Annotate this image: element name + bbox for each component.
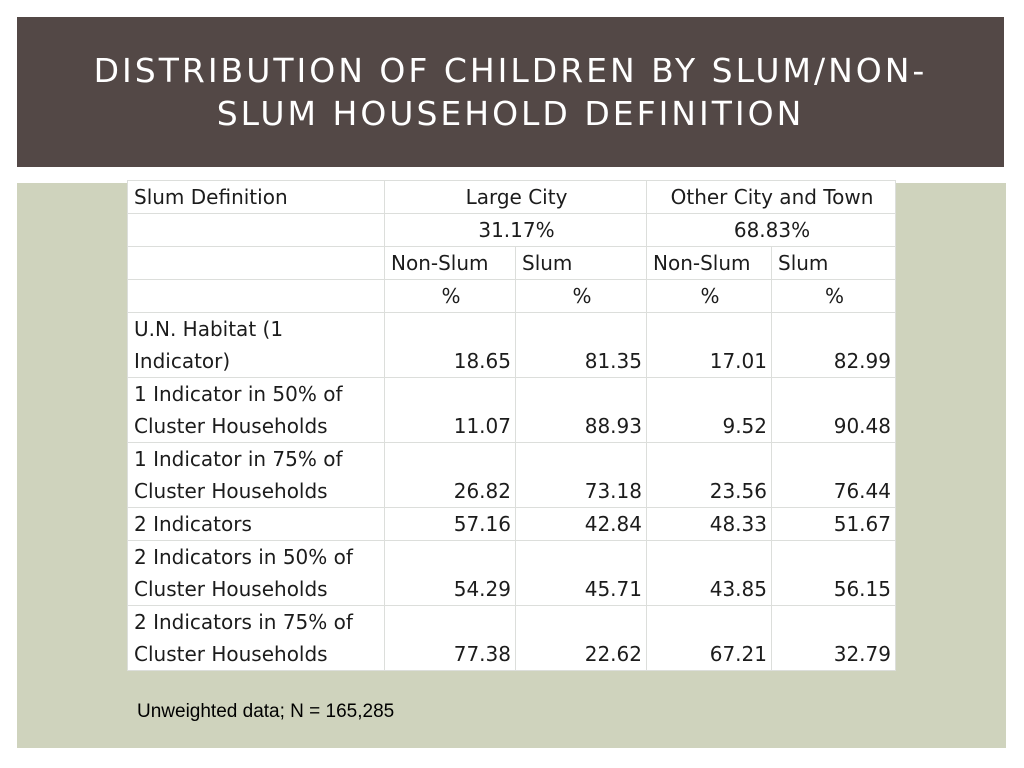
- row-label-line: Cluster Households: [134, 642, 328, 666]
- unit-cell: %: [771, 279, 896, 313]
- oc-non-slum-value: 23.56: [646, 442, 772, 508]
- row-label: 1 Indicator in 75% of Cluster Households: [127, 442, 385, 508]
- lc-non-slum-value: 54.29: [384, 540, 516, 606]
- oc-slum-value: 51.67: [771, 507, 896, 541]
- header-lc-non-slum: Non-Slum: [384, 246, 516, 280]
- row-label-line: 2 Indicators in 75% of: [134, 610, 353, 634]
- row-label: 2 Indicators in 75% of Cluster Household…: [127, 605, 385, 671]
- row-label: 2 Indicators: [127, 507, 385, 541]
- row-label-line: Cluster Households: [134, 577, 328, 601]
- header-slum-definition: Slum Definition: [127, 180, 385, 214]
- oc-non-slum-value: 67.21: [646, 605, 772, 671]
- lc-slum-value: 45.71: [515, 540, 647, 606]
- empty-cell: [127, 213, 385, 247]
- table-row: 2 Indicators in 50% of Cluster Household…: [127, 540, 896, 606]
- oc-slum-value: 90.48: [771, 377, 896, 443]
- lc-non-slum-value: 26.82: [384, 442, 516, 508]
- oc-non-slum-value: 43.85: [646, 540, 772, 606]
- header-other-city: Other City and Town: [646, 180, 896, 214]
- row-label-line: 1 Indicator in 50% of: [134, 382, 343, 406]
- table-subheader-row: Non-Slum Slum Non-Slum Slum: [127, 246, 896, 280]
- footnote: Unweighted data; N = 165,285: [137, 701, 395, 722]
- table-row: 2 Indicators 57.16 42.84 48.33 51.67: [127, 507, 896, 541]
- large-city-share: 31.17%: [384, 213, 647, 247]
- table-row: 2 Indicators in 75% of Cluster Household…: [127, 605, 896, 671]
- oc-slum-value: 32.79: [771, 605, 896, 671]
- empty-cell: [127, 246, 385, 280]
- empty-cell: [127, 279, 385, 313]
- lc-slum-value: 22.62: [515, 605, 647, 671]
- header-oc-slum: Slum: [771, 246, 896, 280]
- oc-slum-value: 56.15: [771, 540, 896, 606]
- row-label: 2 Indicators in 50% of Cluster Household…: [127, 540, 385, 606]
- oc-non-slum-value: 9.52: [646, 377, 772, 443]
- oc-slum-value: 76.44: [771, 442, 896, 508]
- lc-slum-value: 81.35: [515, 312, 647, 378]
- table-unit-row: % % % %: [127, 279, 896, 313]
- table-row: U.N. Habitat (1 Indicator) 18.65 81.35 1…: [127, 312, 896, 378]
- table-row: 1 Indicator in 50% of Cluster Households…: [127, 377, 896, 443]
- row-label-line: U.N. Habitat (1: [134, 317, 284, 341]
- row-label: 1 Indicator in 50% of Cluster Households: [127, 377, 385, 443]
- table-row: 1 Indicator in 75% of Cluster Households…: [127, 442, 896, 508]
- lc-slum-value: 73.18: [515, 442, 647, 508]
- unit-cell: %: [646, 279, 772, 313]
- row-label-line: 2 Indicators in 50% of: [134, 545, 353, 569]
- slide-title: DISTRIBUTION OF CHILDREN BY SLUM/NON- SL…: [93, 51, 928, 133]
- lc-slum-value: 88.93: [515, 377, 647, 443]
- data-table: Slum Definition Large City Other City an…: [127, 180, 896, 671]
- row-label-line: 1 Indicator in 75% of: [134, 447, 343, 471]
- lc-slum-value: 42.84: [515, 507, 647, 541]
- lc-non-slum-value: 11.07: [384, 377, 516, 443]
- oc-non-slum-value: 48.33: [646, 507, 772, 541]
- oc-slum-value: 82.99: [771, 312, 896, 378]
- lc-non-slum-value: 57.16: [384, 507, 516, 541]
- lc-non-slum-value: 18.65: [384, 312, 516, 378]
- table-header-row: Slum Definition Large City Other City an…: [127, 180, 896, 214]
- unit-cell: %: [515, 279, 647, 313]
- row-label: U.N. Habitat (1 Indicator): [127, 312, 385, 378]
- header-large-city: Large City: [384, 180, 647, 214]
- unit-cell: %: [384, 279, 516, 313]
- header-oc-non-slum: Non-Slum: [646, 246, 772, 280]
- row-label-line: Indicator): [134, 349, 231, 373]
- header-lc-slum: Slum: [515, 246, 647, 280]
- other-city-share: 68.83%: [646, 213, 896, 247]
- row-label-line: Cluster Households: [134, 414, 328, 438]
- row-label-line: Cluster Households: [134, 479, 328, 503]
- oc-non-slum-value: 17.01: [646, 312, 772, 378]
- title-bar: DISTRIBUTION OF CHILDREN BY SLUM/NON- SL…: [17, 17, 1004, 167]
- lc-non-slum-value: 77.38: [384, 605, 516, 671]
- table-share-row: 31.17% 68.83%: [127, 213, 896, 247]
